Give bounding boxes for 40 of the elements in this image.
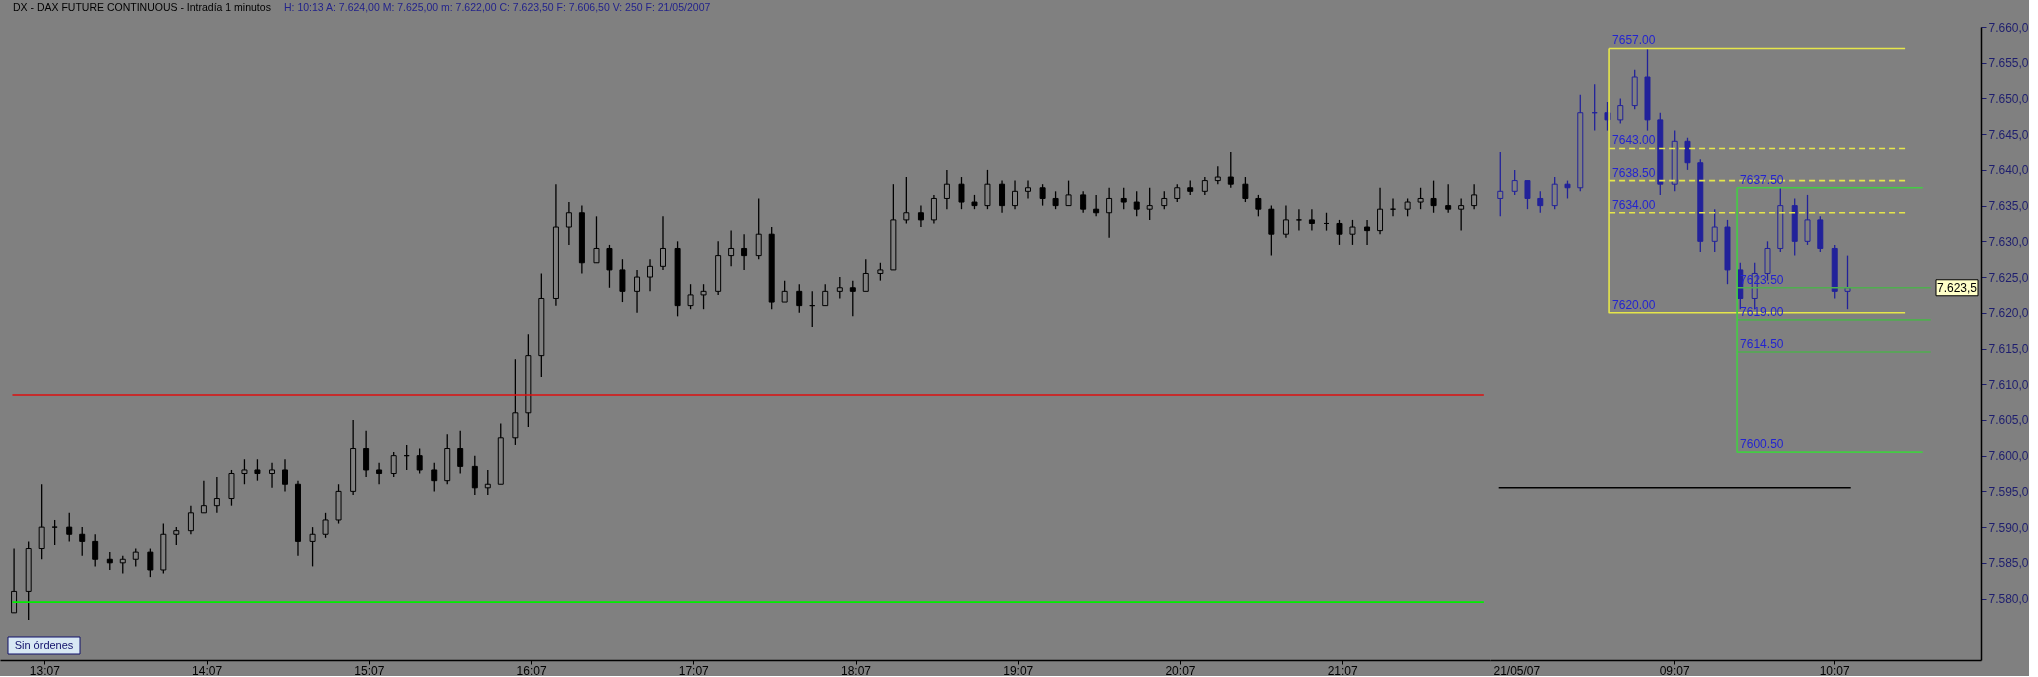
- series-label: 7657.00: [1612, 33, 1656, 48]
- x-tick-label: 21:07: [1327, 663, 1359, 677]
- y-tick-label: 7.645,0: [1988, 127, 2029, 142]
- y-tick-label: 7.620,0: [1988, 306, 2029, 321]
- y-tick-label: 7.660,0: [1988, 20, 2029, 35]
- x-tick-label: 13:07: [29, 663, 61, 677]
- x-tick-label: 10:07: [1819, 663, 1851, 677]
- y-tick-label: 7.600,0: [1988, 449, 2029, 464]
- x-axis-title: 21/05/07: [1493, 663, 1541, 677]
- x-tick-label: 15:07: [354, 663, 385, 677]
- y-tick-label: 7.585,0: [1988, 556, 2029, 571]
- x-tick-label: 18:07: [840, 663, 872, 677]
- y-tick-label: 7.625,0: [1988, 270, 2029, 285]
- y-tick-label: 7.650,0: [1988, 91, 2029, 106]
- series-label: 7638.50: [1612, 165, 1656, 180]
- series-label: 7643.00: [1612, 133, 1656, 148]
- x-tick-label: 19:07: [1003, 663, 1034, 677]
- series-label: 7614.50: [1740, 337, 1784, 352]
- x-tick-label: 14:07: [192, 663, 223, 677]
- y-tick-label: 7.590,0: [1988, 520, 2029, 535]
- y-tick-label: 7.635,0: [1988, 199, 2029, 214]
- series-label: 7620.00: [1612, 297, 1656, 312]
- y-tick-label: 7.610,0: [1988, 377, 2029, 392]
- y-tick-label: 7.595,0: [1988, 484, 2029, 499]
- x-tick-label: 20:07: [1165, 663, 1196, 677]
- x-tick-label: 16:07: [516, 663, 547, 677]
- series-label: 7600.50: [1740, 437, 1784, 452]
- y-tick-label: 7.615,0: [1988, 342, 2029, 356]
- series-label: 7634.00: [1612, 197, 1656, 212]
- chart-title: DX - DAX FUTURE CONTINUOUS - Intradía 1 minutos: [13, 1, 271, 13]
- annotation: Sin órdenes: [14, 639, 74, 651]
- chart-subtitle: H: 10:13 A: 7.624,00 M: 7.625,00 m: 7.622,00 C: 7.623,50 F: 7.606,50 V: 250 F: 21/05/2007: [284, 1, 711, 13]
- y-tick-label: 7.605,0: [1988, 413, 2029, 428]
- y-tick-label: 7.580,0: [1988, 592, 2029, 607]
- annotation: 7.623,5: [1936, 280, 1978, 295]
- x-tick-label: 09:07: [1659, 663, 1691, 677]
- y-tick-label: 7.630,0: [1988, 234, 2029, 249]
- y-tick-label: 7.640,0: [1988, 163, 2029, 178]
- x-tick-label: 17:07: [678, 663, 710, 677]
- y-tick-label: 7.655,0: [1988, 56, 2029, 71]
